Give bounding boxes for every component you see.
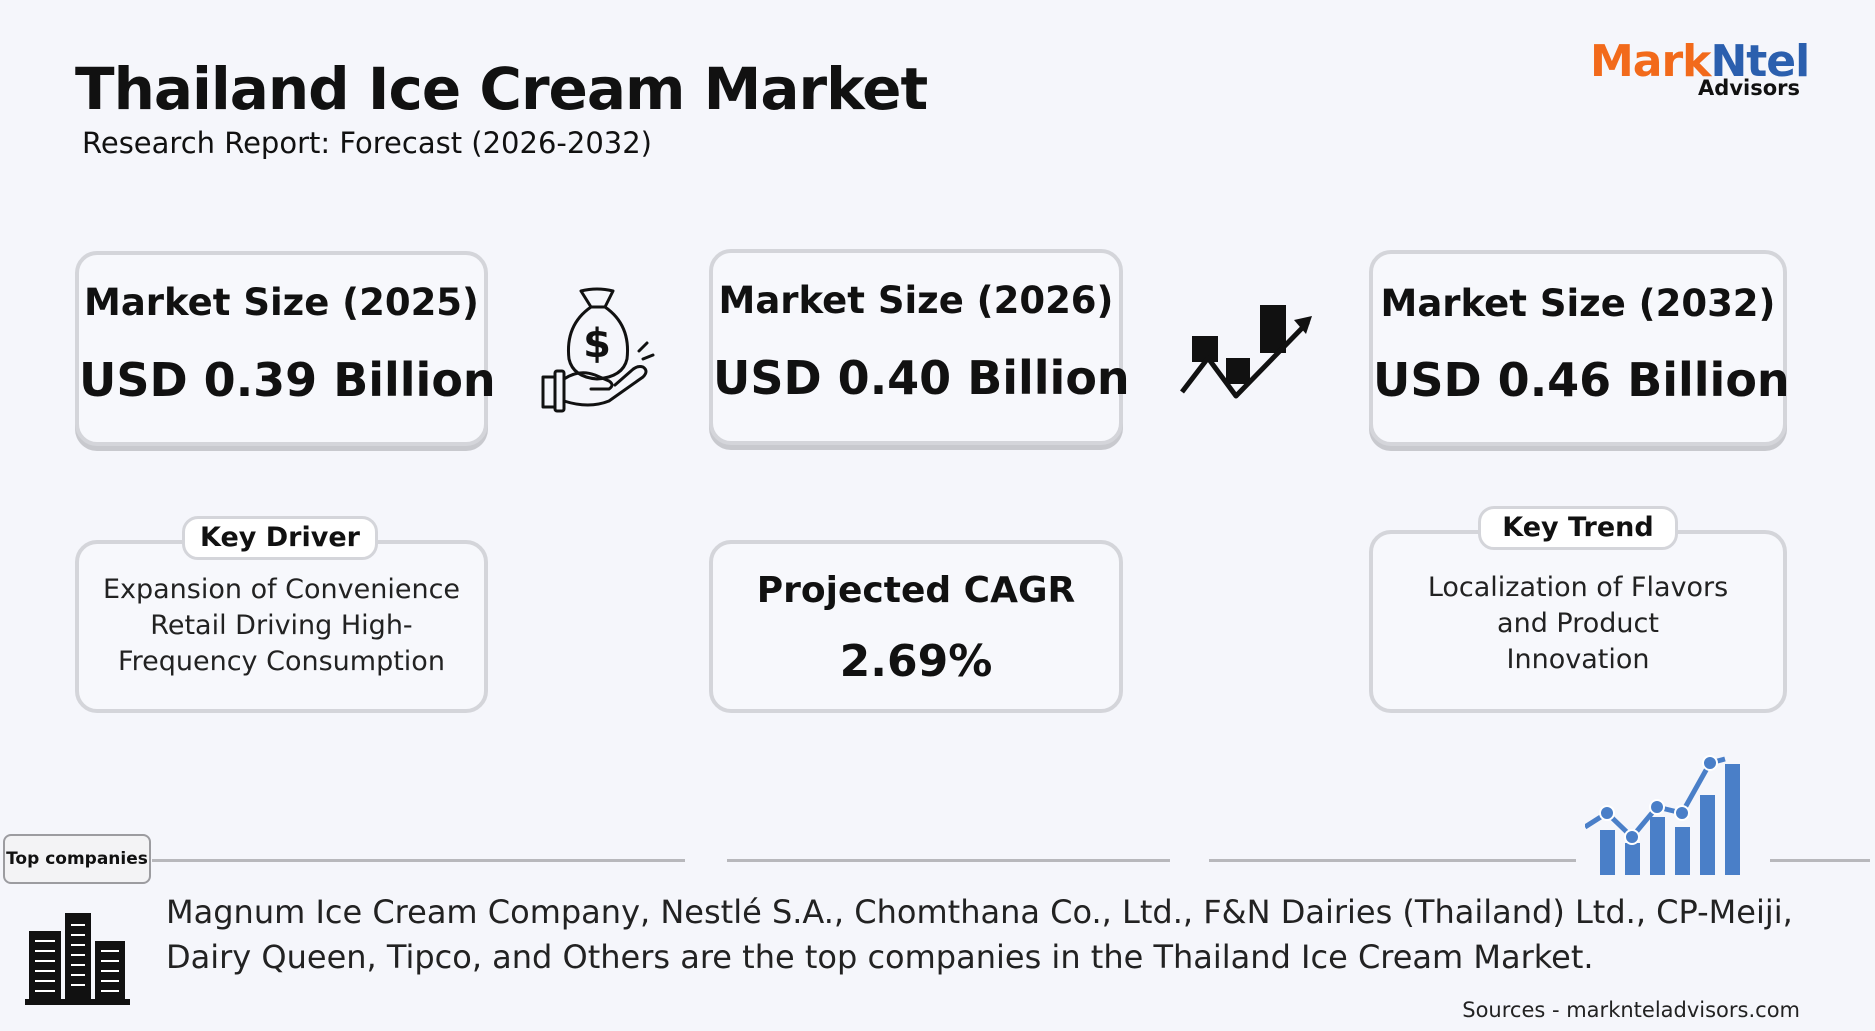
key-driver-box: Expansion of Convenience Retail Driving … — [75, 540, 488, 713]
market-size-2026-value: USD 0.40 Billion — [713, 351, 1130, 405]
top-companies-tag: Top companies — [3, 834, 151, 884]
divider-rule-3 — [1209, 859, 1576, 862]
key-driver-line-2: Retail Driving High- — [150, 610, 413, 641]
market-size-2026-card: Market Size (2026) USD 0.40 Billion — [709, 249, 1130, 445]
buildings-icon — [25, 905, 130, 1005]
key-driver-line-3: Frequency Consumption — [118, 646, 445, 677]
page-title: Thailand Ice Cream Market — [75, 55, 928, 123]
key-trend-tag: Key Trend — [1478, 506, 1678, 550]
market-size-2032-label: Market Size (2032) — [1380, 282, 1776, 325]
key-driver-tag: Key Driver — [182, 516, 378, 560]
market-size-2026-label: Market Size (2026) — [718, 279, 1114, 322]
bar-growth-icon — [1583, 755, 1770, 875]
divider-rule-1 — [152, 859, 685, 862]
projected-cagr-label: Projected CAGR — [756, 570, 1076, 611]
top-companies-line-2: Dairy Queen, Tipco, and Others are the t… — [166, 938, 1594, 976]
market-size-2025-value: USD 0.39 Billion — [79, 353, 496, 407]
projected-cagr-value: 2.69% — [839, 636, 993, 687]
key-trend-line-1: Localization of Flavors — [1427, 572, 1729, 603]
logo-mark-text: Mark — [1590, 36, 1711, 87]
top-companies-line-1: Magnum Ice Cream Company, Nestlé S.A., C… — [166, 893, 1793, 931]
page-subtitle: Research Report: Forecast (2026-2032) — [82, 126, 652, 160]
key-driver-line-1: Expansion of Convenience — [102, 574, 461, 605]
key-trend-line-2: and Product — [1497, 608, 1659, 639]
sources-text: Sources - marknteladvisors.com — [1462, 998, 1800, 1022]
top-companies-text: Magnum Ice Cream Company, Nestlé S.A., C… — [166, 890, 1866, 980]
logo-ntel-text: Ntel — [1710, 36, 1810, 87]
divider-rule-2 — [727, 859, 1170, 862]
key-trend-box: Localization of Flavors and Product Inno… — [1369, 530, 1787, 713]
svg-text:$: $ — [583, 321, 611, 367]
divider-rule-4 — [1770, 859, 1870, 862]
market-size-2032-card: Market Size (2032) USD 0.46 Billion — [1369, 250, 1790, 446]
logo-wordmark: MarkNtel — [1590, 36, 1810, 87]
market-size-2032-value: USD 0.46 Billion — [1373, 353, 1790, 407]
trend-chart-icon — [1180, 300, 1320, 410]
projected-cagr-box: Projected CAGR 2.69% — [709, 540, 1123, 713]
marknetel-logo: MarkNtel Advisors — [1590, 36, 1810, 106]
key-trend-line-3: Innovation — [1506, 644, 1650, 675]
logo-advisors-text: Advisors — [1698, 76, 1800, 100]
market-size-2025-label: Market Size (2025) — [84, 281, 479, 324]
money-bag-hand-icon: $ — [535, 285, 660, 415]
market-size-2025-card: Market Size (2025) USD 0.39 Billion — [75, 251, 496, 446]
